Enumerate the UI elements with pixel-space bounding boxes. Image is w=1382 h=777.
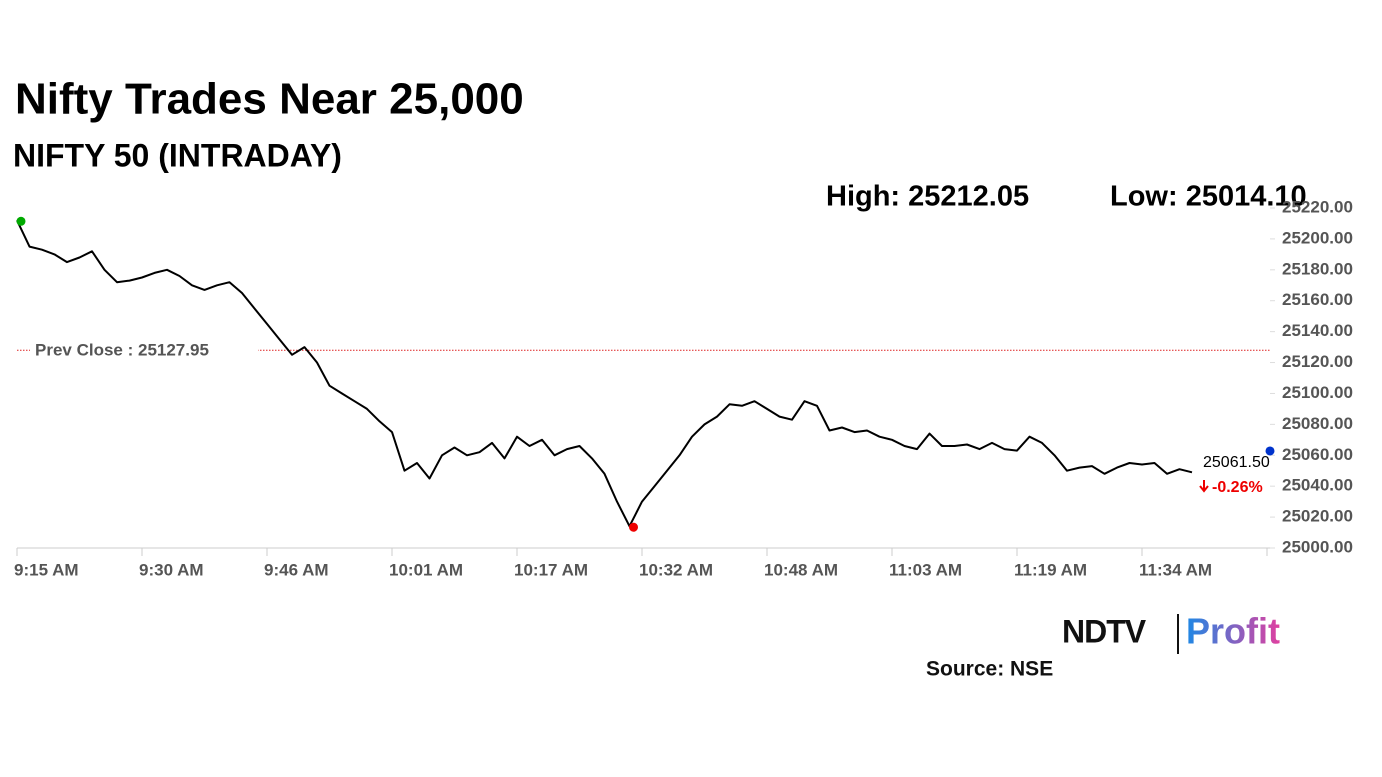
y-tick-label: 25200.00 — [1282, 228, 1353, 247]
chart-title: Nifty Trades Near 25,000 — [15, 75, 524, 124]
high-marker — [16, 216, 26, 226]
x-tick-label: 10:32 AM — [639, 560, 713, 579]
high-label: High: 25212.05 — [826, 181, 1029, 213]
y-tick-label: 25120.00 — [1282, 352, 1353, 371]
x-tick-label: 11:19 AM — [1014, 560, 1087, 579]
down-arrow — [1199, 480, 1209, 493]
y-tick-label: 25040.00 — [1282, 476, 1353, 495]
change-label: -0.26% — [1212, 479, 1263, 496]
x-tick-label: 10:17 AM — [514, 560, 588, 579]
x-tick-label: 9:30 AM — [139, 560, 204, 579]
price-line — [16, 219, 1193, 528]
y-tick-label: 25180.00 — [1282, 259, 1353, 278]
low-marker — [629, 522, 638, 532]
last-label: 25061.50 — [1203, 454, 1270, 471]
chart-subtitle: NIFTY 50 (INTRADAY) — [13, 137, 342, 173]
y-tick-label: 25100.00 — [1282, 383, 1353, 402]
x-tick-label: 10:48 AM — [764, 560, 838, 579]
y-tick-label: 25020.00 — [1282, 507, 1353, 526]
x-tick-label: 11:03 AM — [889, 560, 962, 579]
low-label: Low: 25014.10 — [1110, 181, 1307, 213]
source: Source: NSE — [926, 658, 1053, 681]
x-tick-label: 11:34 AM — [1139, 560, 1212, 579]
x-tick-label: 9:15 AM — [14, 560, 79, 579]
prev-close-bg — [30, 339, 258, 362]
y-tick-label: 25160.00 — [1282, 290, 1353, 309]
y-tick-label: 25000.00 — [1282, 537, 1353, 556]
y-tick-label: 25060.00 — [1282, 445, 1353, 464]
x-tick-label: 9:46 AM — [264, 560, 329, 579]
x-tick-label: 10:01 AM — [389, 560, 463, 579]
y-tick-label: 25220.00 — [1282, 197, 1353, 216]
prev-close-label: Prev Close : 25127.95 — [35, 341, 209, 360]
last-marker — [1265, 446, 1275, 456]
logo-ndtv: NDTV — [1062, 613, 1147, 649]
logo-profit: Profit — [1186, 611, 1280, 652]
y-tick-label: 25140.00 — [1282, 321, 1353, 340]
y-tick-label: 25080.00 — [1282, 414, 1353, 433]
